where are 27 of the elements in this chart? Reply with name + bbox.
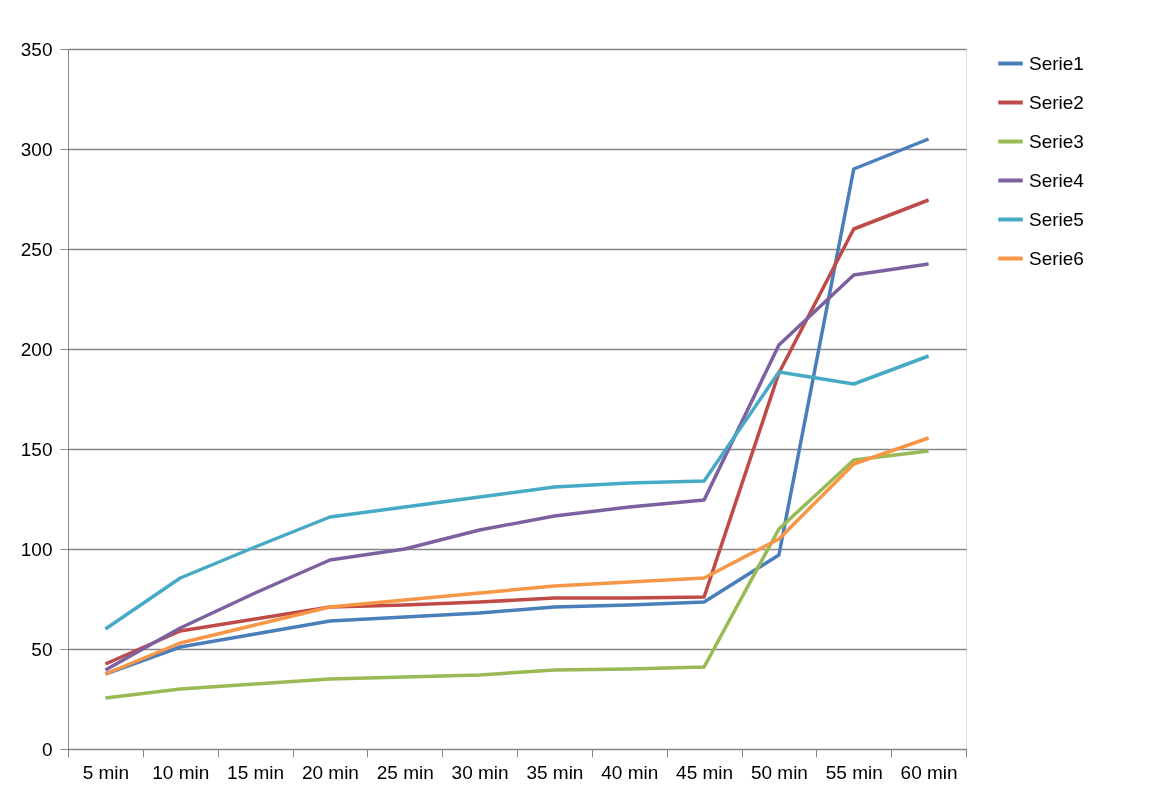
x-tick-label: 35 min: [526, 761, 584, 783]
x-tick-label: 40 min: [601, 761, 659, 783]
legend-label: Serie6: [1029, 247, 1084, 269]
x-tick-label: 10 min: [152, 761, 210, 783]
line-series: [103, 354, 931, 631]
x-tick-label: 55 min: [825, 761, 883, 783]
y-tick-label: 200: [20, 338, 53, 360]
x-tick-label: 30 min: [451, 761, 509, 783]
x-tick-label: 5 min: [82, 761, 130, 783]
legend-label: Serie5: [1029, 208, 1084, 230]
legend-label: Serie4: [1029, 169, 1085, 191]
x-tick-label: 45 min: [676, 761, 734, 783]
x-tick-label: 50 min: [750, 761, 808, 783]
y-tick-label: 150: [20, 438, 53, 460]
y-tick-label: 300: [20, 138, 53, 160]
x-tick-label: 20 min: [301, 761, 359, 783]
y-tick-label: 250: [20, 238, 53, 260]
legend-label: Serie3: [1029, 130, 1084, 152]
y-tick-label: 0: [41, 738, 53, 760]
x-tick-label: 60 min: [900, 761, 958, 783]
x-tick-label: 25 min: [376, 761, 434, 783]
legend-label: Serie2: [1029, 91, 1084, 113]
y-tick-label: 100: [20, 538, 53, 560]
x-tick-label: 15 min: [227, 761, 285, 783]
y-tick-label: 350: [20, 38, 53, 60]
legend-label: Serie1: [1029, 52, 1084, 74]
y-tick-label: 50: [31, 638, 53, 660]
